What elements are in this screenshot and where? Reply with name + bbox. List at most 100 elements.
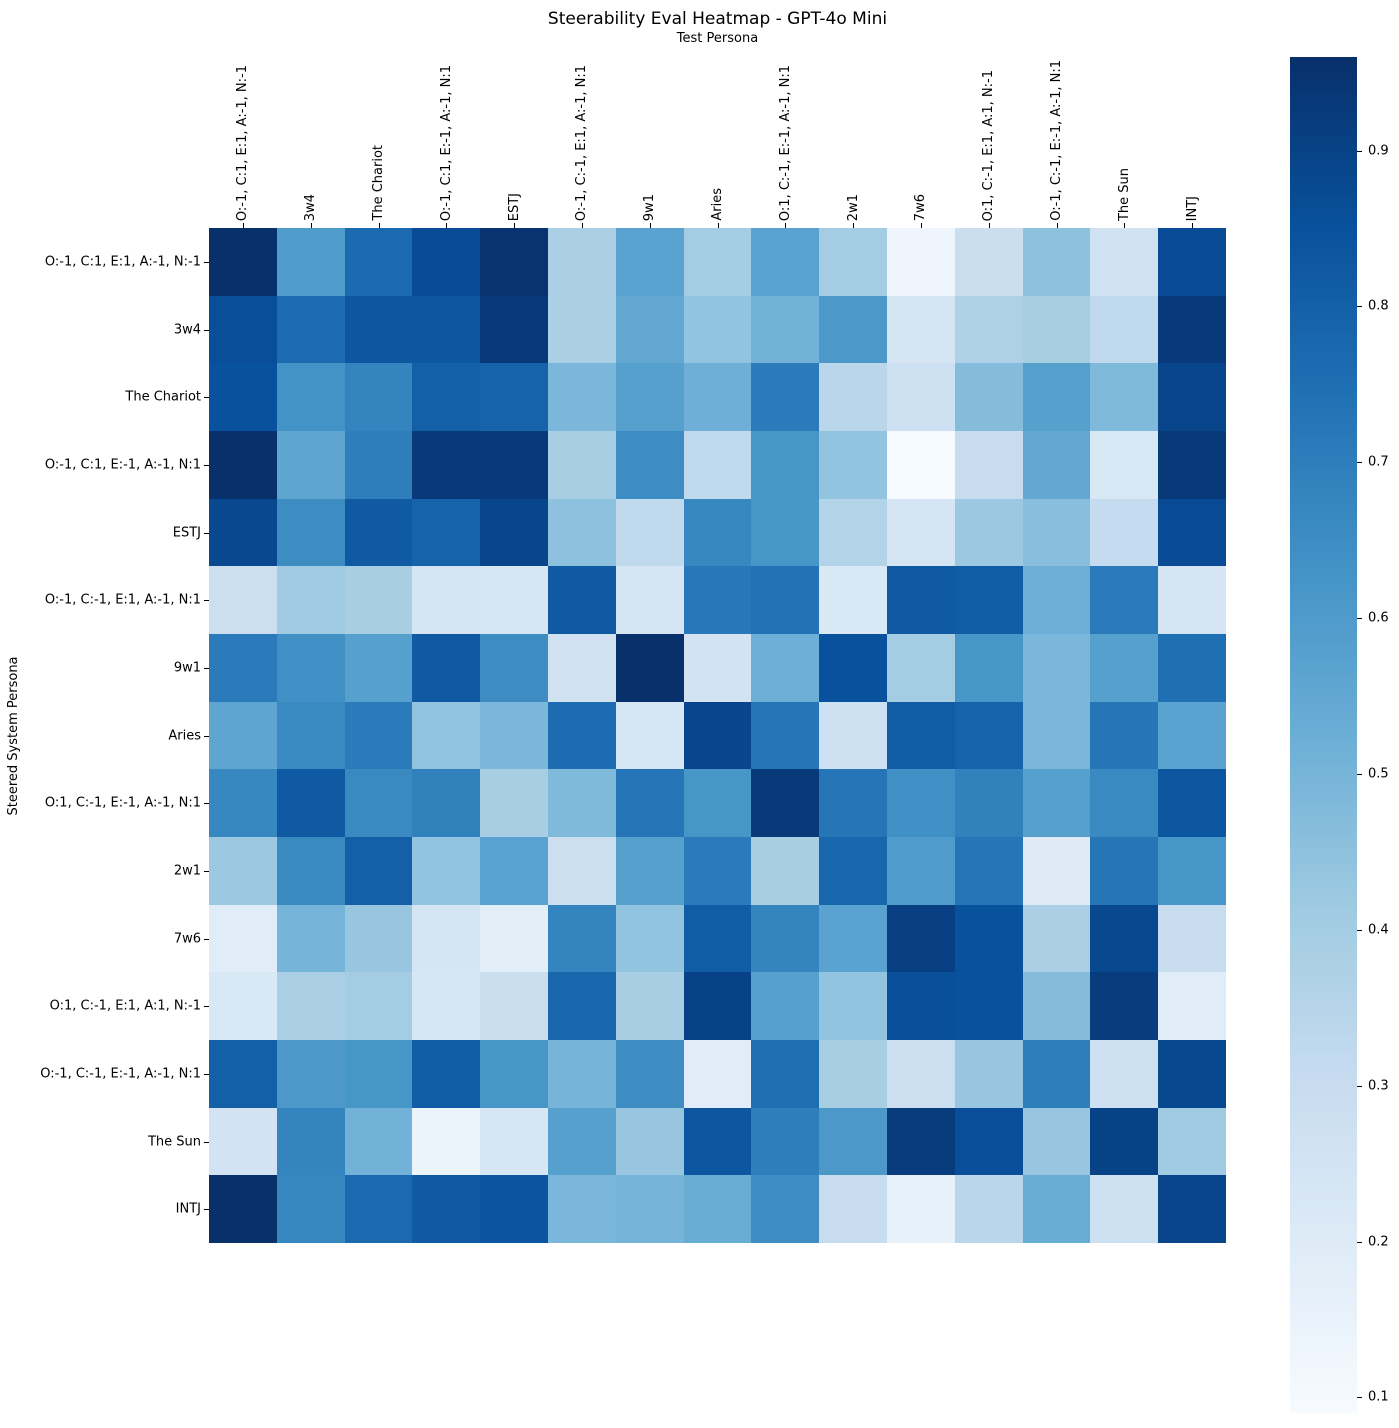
- colorbar-tick-mark: [1357, 618, 1362, 620]
- y-tick-label: Aries: [168, 728, 201, 743]
- heatmap-cell: [1090, 904, 1159, 973]
- y-tick-label: The Chariot: [125, 389, 201, 405]
- heatmap-cell: [412, 363, 481, 432]
- heatmap-cell: [751, 701, 820, 770]
- heatmap-cell: [751, 431, 820, 500]
- heatmap-cell: [683, 566, 752, 635]
- heatmap-cell: [276, 972, 346, 1041]
- heatmap-cell: [480, 566, 549, 635]
- y-tick-mark: [204, 464, 209, 466]
- heatmap-cell: [819, 498, 888, 567]
- heatmap-cell: [209, 837, 278, 906]
- heatmap-cell: [819, 837, 888, 906]
- colorbar-tick-label: 0.4: [1368, 922, 1389, 938]
- heatmap-cell: [954, 431, 1024, 500]
- y-tick-label: 2w1: [173, 863, 201, 879]
- heatmap-cell: [683, 972, 752, 1041]
- heatmap-cell: [1022, 769, 1091, 838]
- heatmap-cell: [615, 972, 685, 1041]
- heatmap-cell: [887, 1040, 956, 1109]
- heatmap-cell: [954, 769, 1024, 838]
- heatmap-cell: [344, 498, 413, 567]
- colorbar-tick-label: 0.3: [1368, 1078, 1389, 1094]
- heatmap-cell: [887, 295, 956, 364]
- heatmap-cell: [751, 1040, 820, 1109]
- heatmap-cell: [683, 701, 752, 770]
- heatmap-cell: [276, 904, 346, 973]
- heatmap-cell: [548, 1107, 617, 1176]
- heatmap-cell: [1022, 1175, 1091, 1244]
- heatmap-cell: [480, 431, 549, 500]
- x-axis-title: Test Persona: [676, 31, 759, 46]
- x-tick-label: O:1, C:-1, E:1, A:1, N:-1: [981, 69, 997, 221]
- x-tick-label: O:-1, C:-1, E:1, A:-1, N:1: [574, 64, 590, 221]
- heatmap-cell: [548, 363, 617, 432]
- heatmap-cell: [615, 1175, 685, 1244]
- chart-title: Steerability Eval Heatmap - GPT-4o Mini: [547, 9, 888, 29]
- x-tick-mark: [988, 223, 990, 228]
- x-tick-mark: [1056, 223, 1058, 228]
- heatmap-cell: [615, 1040, 685, 1109]
- y-axis-title: Steered System Persona: [6, 655, 21, 816]
- heatmap-cell: [1022, 228, 1091, 297]
- heatmap-cell: [819, 972, 888, 1041]
- heatmap-cell: [276, 431, 346, 500]
- heatmap-cell: [344, 1040, 413, 1109]
- heatmap-cell: [209, 1040, 278, 1109]
- heatmap-cell: [344, 566, 413, 635]
- x-tick-label: 3w4: [303, 193, 319, 221]
- heatmap-cell: [615, 566, 685, 635]
- heatmap-cell: [344, 1175, 413, 1244]
- heatmap-cell: [344, 363, 413, 432]
- y-tick-label: O:-1, C:-1, E:-1, A:-1, N:1: [40, 1066, 201, 1082]
- heatmap-cell: [276, 498, 346, 567]
- heatmap-cell: [887, 1175, 956, 1244]
- heatmap-cell: [480, 701, 549, 770]
- heatmap-cell: [412, 701, 481, 770]
- heatmap-cell: [1022, 904, 1091, 973]
- heatmap-cell: [1090, 1040, 1159, 1109]
- heatmap-cell: [1090, 1107, 1159, 1176]
- heatmap-cell: [751, 228, 820, 297]
- heatmap-cell: [276, 1175, 346, 1244]
- y-tick-label: The Sun: [147, 1134, 201, 1149]
- heatmap-cell: [751, 634, 820, 703]
- heatmap-cell: [480, 1107, 549, 1176]
- colorbar-tick-label: 0.5: [1368, 766, 1389, 782]
- x-tick-label: O:-1, C:1, E:-1, A:-1, N:1: [438, 64, 454, 221]
- heatmap-cell: [209, 431, 278, 500]
- x-tick-label: O:1, C:-1, E:-1, A:-1, N:1: [777, 64, 793, 221]
- x-tick-label: ESTJ: [506, 192, 522, 221]
- heatmap-cell: [751, 363, 820, 432]
- heatmap-cell: [412, 228, 481, 297]
- heatmap-cell: [683, 228, 752, 297]
- heatmap-cell: [209, 634, 278, 703]
- heatmap-cell: [1090, 498, 1159, 567]
- heatmap-cell: [954, 1107, 1024, 1176]
- heatmap-cell: [276, 1107, 346, 1176]
- x-tick-label: 2w1: [845, 193, 861, 221]
- heatmap-cell: [548, 228, 617, 297]
- heatmap-cell: [954, 295, 1024, 364]
- heatmap-cell: [887, 904, 956, 973]
- heatmap-cell: [412, 295, 481, 364]
- y-tick-label: O:-1, C:1, E:1, A:-1, N:-1: [44, 254, 201, 270]
- heatmap-cell: [819, 363, 888, 432]
- heatmap-cell: [819, 1107, 888, 1176]
- colorbar-tick-label: 0.7: [1368, 454, 1389, 470]
- heatmap-cell: [615, 769, 685, 838]
- heatmap-cell: [954, 904, 1024, 973]
- heatmap-cell: [887, 701, 956, 770]
- colorbar-tick-label: 0.2: [1368, 1234, 1389, 1250]
- heatmap-cell: [751, 1175, 820, 1244]
- heatmap-cell: [1158, 904, 1227, 973]
- heatmap-cell: [209, 701, 278, 770]
- heatmap-cell: [819, 769, 888, 838]
- heatmap-cell: [344, 701, 413, 770]
- heatmap-cell: [751, 769, 820, 838]
- heatmap-cell: [344, 228, 413, 297]
- heatmap-cell: [344, 1107, 413, 1176]
- heatmap-cell: [548, 566, 617, 635]
- heatmap-cell: [209, 769, 278, 838]
